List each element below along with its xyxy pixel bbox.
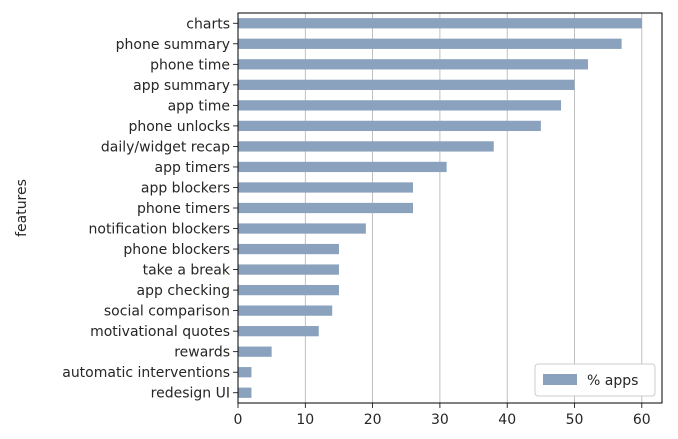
y-tick-label: app checking: [137, 283, 230, 299]
y-tick-label: daily/widget recap: [101, 139, 230, 155]
bar: [238, 264, 339, 275]
y-tick-label: app timers: [155, 160, 230, 176]
x-tick-label: 40: [498, 412, 516, 428]
y-tick-label: phone timers: [137, 201, 230, 217]
x-tick-label: 30: [431, 412, 449, 428]
legend-swatch: [543, 374, 577, 385]
y-tick-label: app blockers: [141, 180, 230, 196]
bar: [238, 120, 541, 132]
y-tick-label: phone unlocks: [128, 119, 230, 135]
legend: % apps: [534, 363, 656, 397]
legend-label: % apps: [587, 373, 638, 389]
y-tick-label: app summary: [133, 78, 230, 94]
x-tick-label: 50: [566, 412, 584, 428]
bar: [238, 243, 339, 255]
bars: [238, 18, 642, 398]
y-tick-label: app time: [168, 98, 230, 114]
bar: [238, 387, 252, 398]
x-tick-label: 60: [633, 412, 651, 428]
bar: [238, 161, 447, 173]
bar: [238, 223, 366, 234]
y-tick-label: redesign UI: [151, 386, 230, 402]
x-tick-label: 20: [364, 412, 382, 428]
y-axis-label: features: [14, 179, 30, 237]
bar: [238, 326, 319, 337]
y-tick-label: rewards: [174, 345, 230, 361]
bar: [238, 284, 339, 296]
bar: [238, 100, 562, 111]
y-tick-label: motivational quotes: [90, 324, 230, 340]
bar: [238, 346, 272, 357]
legend-box: [534, 363, 656, 397]
y-tick-label: phone blockers: [123, 242, 230, 258]
bar: [238, 141, 494, 152]
bar: [238, 305, 333, 316]
x-tick-label: 0: [234, 412, 243, 428]
y-tick-label: phone summary: [116, 37, 230, 53]
bar: [238, 18, 642, 29]
y-tick-label: notification blockers: [89, 222, 231, 238]
y-axis-ticks: charts phone summary phone time app summary…: [62, 16, 238, 402]
bar: [238, 38, 622, 49]
bar: [238, 182, 413, 193]
bar: [238, 79, 575, 90]
y-tick-label: social comparison: [104, 304, 230, 320]
y-tick-label: automatic interventions: [62, 365, 230, 381]
x-tick-label: 10: [296, 412, 314, 428]
bar: [238, 367, 252, 378]
x-axis-ticks: 0 10 20 30 40 50 60: [234, 403, 651, 428]
y-tick-label: take a break: [143, 263, 231, 279]
bar: [238, 202, 413, 214]
y-tick-label: phone time: [150, 57, 230, 73]
bar: [238, 59, 588, 70]
y-tick-label: charts: [186, 16, 230, 32]
